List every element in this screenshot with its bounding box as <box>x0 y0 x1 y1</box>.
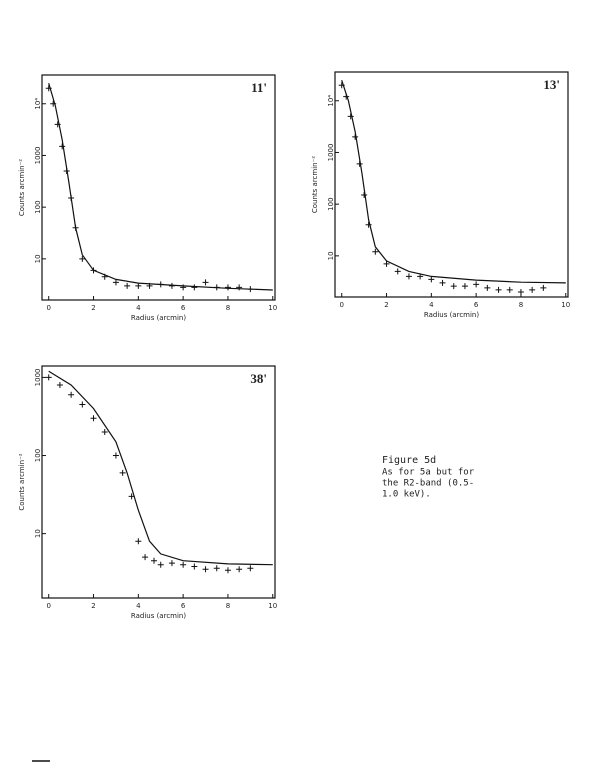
data-point <box>112 452 119 459</box>
panel-title: 13' <box>543 77 560 92</box>
data-point <box>180 561 187 568</box>
data-point <box>394 268 401 275</box>
data-point <box>540 284 547 291</box>
data-point <box>68 391 75 398</box>
y-tick-label: 1000 <box>34 369 42 387</box>
data-point <box>124 282 131 289</box>
plot-frame <box>41 365 276 599</box>
x-axis-label: Radius (arcmin) <box>131 612 186 620</box>
y-tick-label: 10⁴ <box>327 95 335 107</box>
data-point <box>202 279 209 286</box>
data-point <box>473 281 480 288</box>
y-tick-label: 100 <box>327 197 335 210</box>
data-point <box>79 401 86 408</box>
data-point <box>157 561 164 568</box>
data-point <box>484 284 491 291</box>
x-tick-label: 10 <box>268 602 277 610</box>
y-tick-label: 10 <box>327 251 335 260</box>
x-tick-label: 6 <box>181 304 186 312</box>
panel-title: 38' <box>250 371 267 386</box>
x-tick-label: 6 <box>474 301 479 309</box>
data-point <box>119 469 126 476</box>
data-point <box>224 284 231 291</box>
x-tick-label: 0 <box>46 602 50 610</box>
y-axis-label: Counts arcmin⁻² <box>311 156 319 213</box>
data-point <box>365 221 372 228</box>
data-point <box>224 567 231 574</box>
data-point <box>79 255 86 262</box>
x-axis-label: Radius (arcmin) <box>424 311 479 319</box>
caption-line: 1.0 keV). <box>382 490 431 500</box>
x-axis-label: Radius (arcmin) <box>131 314 186 322</box>
data-point <box>168 560 175 567</box>
data-point <box>439 279 446 286</box>
x-tick-label: 10 <box>561 301 570 309</box>
data-point <box>112 279 119 286</box>
panel-title: 11' <box>251 80 267 95</box>
data-point <box>529 286 536 293</box>
x-tick-label: 6 <box>181 602 186 610</box>
y-tick-label: 1000 <box>34 147 42 165</box>
x-tick-label: 4 <box>136 602 141 610</box>
data-point <box>461 283 468 290</box>
data-point <box>142 554 149 561</box>
y-axis-label: Counts arcmin⁻² <box>18 453 26 510</box>
plot-frame <box>41 74 276 301</box>
x-tick-label: 0 <box>46 304 50 312</box>
y-tick-label: 100 <box>34 449 42 462</box>
x-tick-label: 4 <box>429 301 434 309</box>
data-point <box>428 276 435 283</box>
data-point <box>213 565 220 572</box>
data-point <box>54 121 61 128</box>
model-curve <box>341 80 566 284</box>
y-tick-label: 100 <box>34 200 42 213</box>
data-point <box>247 565 254 572</box>
y-tick-label: 10⁴ <box>34 98 42 110</box>
plot-frame <box>334 71 569 298</box>
data-point <box>405 273 412 280</box>
model-curve <box>48 370 273 566</box>
data-point <box>236 566 243 573</box>
data-point <box>372 248 379 255</box>
x-tick-label: 4 <box>136 304 141 312</box>
data-point <box>191 284 198 291</box>
x-tick-label: 8 <box>226 304 230 312</box>
data-point <box>495 286 502 293</box>
y-tick-label: 10 <box>34 529 42 538</box>
data-point <box>236 284 243 291</box>
data-point <box>202 566 209 573</box>
data-point <box>59 143 66 150</box>
data-point <box>517 288 524 295</box>
x-tick-label: 2 <box>91 304 95 312</box>
caption-line: As for 5a but for <box>382 468 475 478</box>
data-point <box>347 113 354 120</box>
x-tick-label: 0 <box>339 301 343 309</box>
data-point <box>135 282 142 289</box>
data-point <box>45 374 52 381</box>
x-tick-label: 2 <box>384 301 388 309</box>
figure-label: Figure 5d <box>382 455 436 466</box>
y-axis-label: Counts arcmin⁻² <box>18 159 26 216</box>
data-point <box>151 557 158 564</box>
x-tick-label: 10 <box>268 304 277 312</box>
data-point <box>506 286 513 293</box>
data-point <box>191 563 198 570</box>
caption-line: the R2-band (0.5- <box>382 479 474 489</box>
y-tick-label: 10 <box>34 254 42 263</box>
x-tick-label: 8 <box>226 602 230 610</box>
data-point <box>135 538 142 545</box>
data-point <box>383 260 390 267</box>
model-curve <box>48 83 273 291</box>
data-point <box>101 429 108 436</box>
y-tick-label: 1000 <box>327 144 335 162</box>
data-point <box>56 381 63 388</box>
x-tick-label: 8 <box>519 301 523 309</box>
data-point <box>450 283 457 290</box>
x-tick-label: 2 <box>91 602 95 610</box>
data-point <box>90 415 97 422</box>
data-point <box>361 192 368 199</box>
